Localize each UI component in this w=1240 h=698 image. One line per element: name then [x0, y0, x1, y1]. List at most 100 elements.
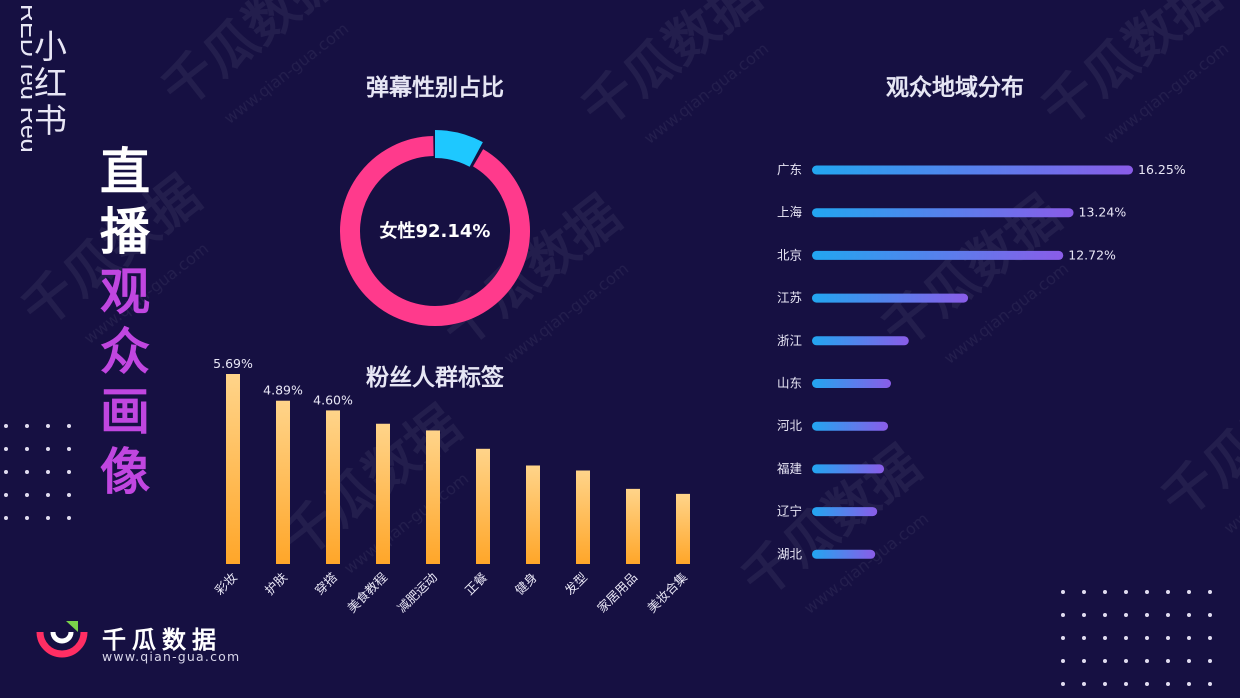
page-title-char: 播: [100, 203, 150, 261]
region-data-label: 12.72%: [1068, 247, 1116, 262]
dot: [67, 470, 71, 474]
region-bar: [812, 336, 909, 346]
region-category-label: 湖北: [777, 546, 803, 561]
page-title-char: 画: [100, 383, 150, 441]
watermark-url: www.qian-gua.com: [640, 39, 772, 148]
donut-slice-female: [340, 136, 530, 326]
platform-chinese-label: 小 红 书: [34, 28, 70, 139]
dot: [67, 516, 71, 520]
dot: [1208, 659, 1212, 663]
fan-tag-category-label: 美妆合集: [644, 569, 690, 615]
fan-tag-bar: [626, 488, 640, 564]
fan-tag-data-label: 4.60%: [313, 392, 353, 407]
region-bar: [812, 549, 876, 559]
region-data-label: 16.25%: [1138, 162, 1186, 177]
region-category-label: 浙江: [777, 333, 802, 348]
region-data-label: 13.24%: [1079, 205, 1127, 220]
dot: [1145, 590, 1149, 594]
fan-tag-data-label: 5.69%: [213, 356, 253, 371]
dot: [1187, 636, 1191, 640]
dot: [1124, 590, 1128, 594]
dot: [1166, 613, 1170, 617]
page-title-char: 像: [100, 443, 150, 501]
gender-donut-chart: [340, 130, 530, 326]
platform-char: 红: [34, 64, 67, 103]
region-category-label: 河北: [777, 418, 803, 433]
dot: [4, 424, 8, 428]
dot: [1208, 636, 1212, 640]
platform-english-text: RED red Red: [15, 4, 32, 153]
fan-tag-bar: [576, 470, 590, 564]
dot: [1082, 682, 1086, 686]
dot: [25, 470, 29, 474]
logo-url: www.qian-gua.com: [102, 649, 241, 664]
dot: [46, 493, 50, 497]
region-bar: [812, 208, 1074, 218]
region-category-label: 福建: [777, 461, 803, 476]
dot: [1061, 682, 1065, 686]
dot: [1208, 590, 1212, 594]
dot: [1082, 636, 1086, 640]
fan-tag-bar: [426, 430, 440, 564]
dot: [1082, 659, 1086, 663]
fan-tag-bar: [676, 493, 690, 564]
dot: [1187, 682, 1191, 686]
fan-tag-category-label: 正餐: [462, 569, 491, 598]
fan-tag-category-label: 健身: [512, 570, 540, 598]
dot: [4, 447, 8, 451]
region-category-label: 辽宁: [777, 504, 802, 519]
page-title-char: 观: [100, 263, 150, 321]
watermark-text: 千瓜数据: [571, 0, 772, 140]
fan-tag-category-label: 护肤: [262, 569, 291, 598]
dot: [1124, 682, 1128, 686]
dot: [1103, 636, 1107, 640]
dot: [46, 516, 50, 520]
dot: [46, 424, 50, 428]
fan-tag-category-label: 发型: [562, 570, 590, 598]
region-bar: [812, 165, 1133, 175]
fan-tag-bar: [376, 423, 390, 564]
dot: [4, 493, 8, 497]
dot: [1208, 613, 1212, 617]
region-bar: [812, 464, 885, 474]
dot: [1061, 590, 1065, 594]
platform-char: 小: [34, 27, 67, 66]
fan-tag-bar-chart: 5.69% 彩妆 4.89% 护肤 4.60% 穿搭 美食教程 减肥运动 正餐 健身 发型 家居用品美…: [212, 356, 691, 616]
dot: [1082, 613, 1086, 617]
dot: [67, 424, 71, 428]
dot: [1103, 613, 1107, 617]
watermark-url: www.qian-gua.com: [1100, 39, 1232, 148]
dot: [1166, 682, 1170, 686]
dot: [67, 493, 71, 497]
dot: [1103, 590, 1107, 594]
dot: [1124, 659, 1128, 663]
dot: [1061, 613, 1065, 617]
logo-name: 千瓜数据: [102, 626, 222, 654]
dot: [1166, 659, 1170, 663]
page-title-char: 直: [100, 143, 150, 201]
fan-tag-category-label: 减肥运动: [394, 570, 440, 616]
dot: [1187, 590, 1191, 594]
region-category-label: 江苏: [777, 290, 802, 305]
dot: [4, 470, 8, 474]
dot: [1187, 659, 1191, 663]
fan-tag-bar: [226, 374, 240, 564]
dot: [1103, 659, 1107, 663]
dot: [1124, 636, 1128, 640]
dot-grid-decoration-right: [1061, 590, 1212, 686]
fan-tag-bar: [526, 465, 540, 564]
fan-tag-bar: [326, 410, 340, 564]
region-category-label: 上海: [777, 205, 803, 220]
fan-tag-bar: [276, 400, 290, 564]
dot: [1124, 613, 1128, 617]
dot: [46, 470, 50, 474]
gender-chart-title: 弹幕性别占比: [366, 75, 504, 101]
dot: [1208, 682, 1212, 686]
page-title-char: 众: [100, 323, 150, 381]
region-bar: [812, 293, 969, 303]
dot: [25, 424, 29, 428]
dot: [1082, 590, 1086, 594]
region-bar: [812, 250, 1064, 260]
region-category-label: 山东: [777, 376, 802, 391]
